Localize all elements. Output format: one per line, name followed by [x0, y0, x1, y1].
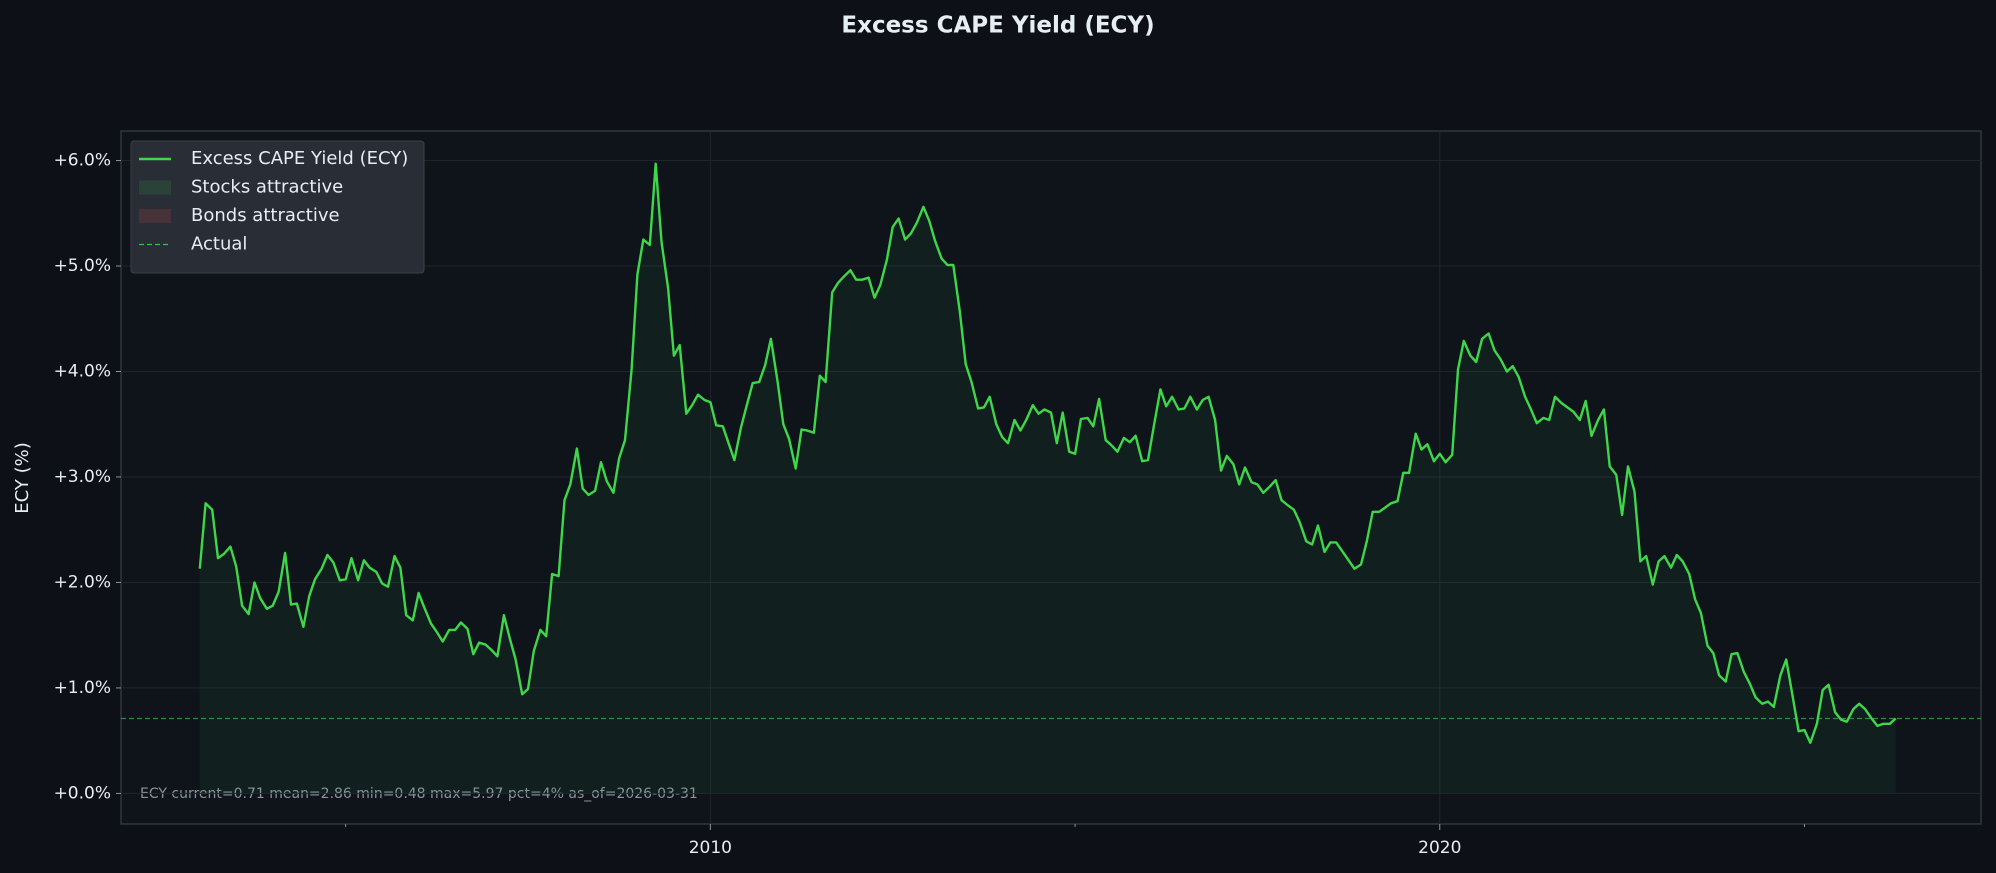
legend-label: Actual — [191, 234, 247, 255]
plot-area — [120, 130, 1982, 825]
y-tick-label: +1.0% — [54, 678, 111, 698]
legend-swatch — [139, 209, 171, 223]
y-tick-label: +2.0% — [54, 572, 111, 592]
legend-label: Stocks attractive — [191, 177, 343, 198]
y-axis-label: ECY (%) — [12, 442, 33, 514]
y-tick-label: +0.0% — [54, 783, 111, 803]
y-tick-label: +5.0% — [54, 256, 111, 276]
legend-label: Bonds attractive — [191, 205, 340, 226]
chart-title: Excess CAPE Yield (ECY) — [841, 13, 1154, 39]
y-tick-label: +3.0% — [54, 467, 111, 487]
x-tick-label: 2020 — [1418, 838, 1461, 858]
legend-swatch — [139, 180, 171, 195]
annotation: ECY current=0.71 mean=2.86 min=0.48 max=… — [140, 786, 698, 802]
y-tick-label: +4.0% — [54, 361, 111, 381]
line — [198, 162, 1897, 744]
x-tick-label: 2010 — [689, 838, 732, 858]
legend-label: Excess CAPE Yield (ECY) — [191, 148, 408, 169]
area — [199, 163, 1896, 794]
legend: Excess CAPE Yield (ECY) Stocks attractive… — [130, 140, 425, 274]
legend-box — [130, 140, 425, 274]
y-tick-label: +6.0% — [54, 151, 111, 171]
